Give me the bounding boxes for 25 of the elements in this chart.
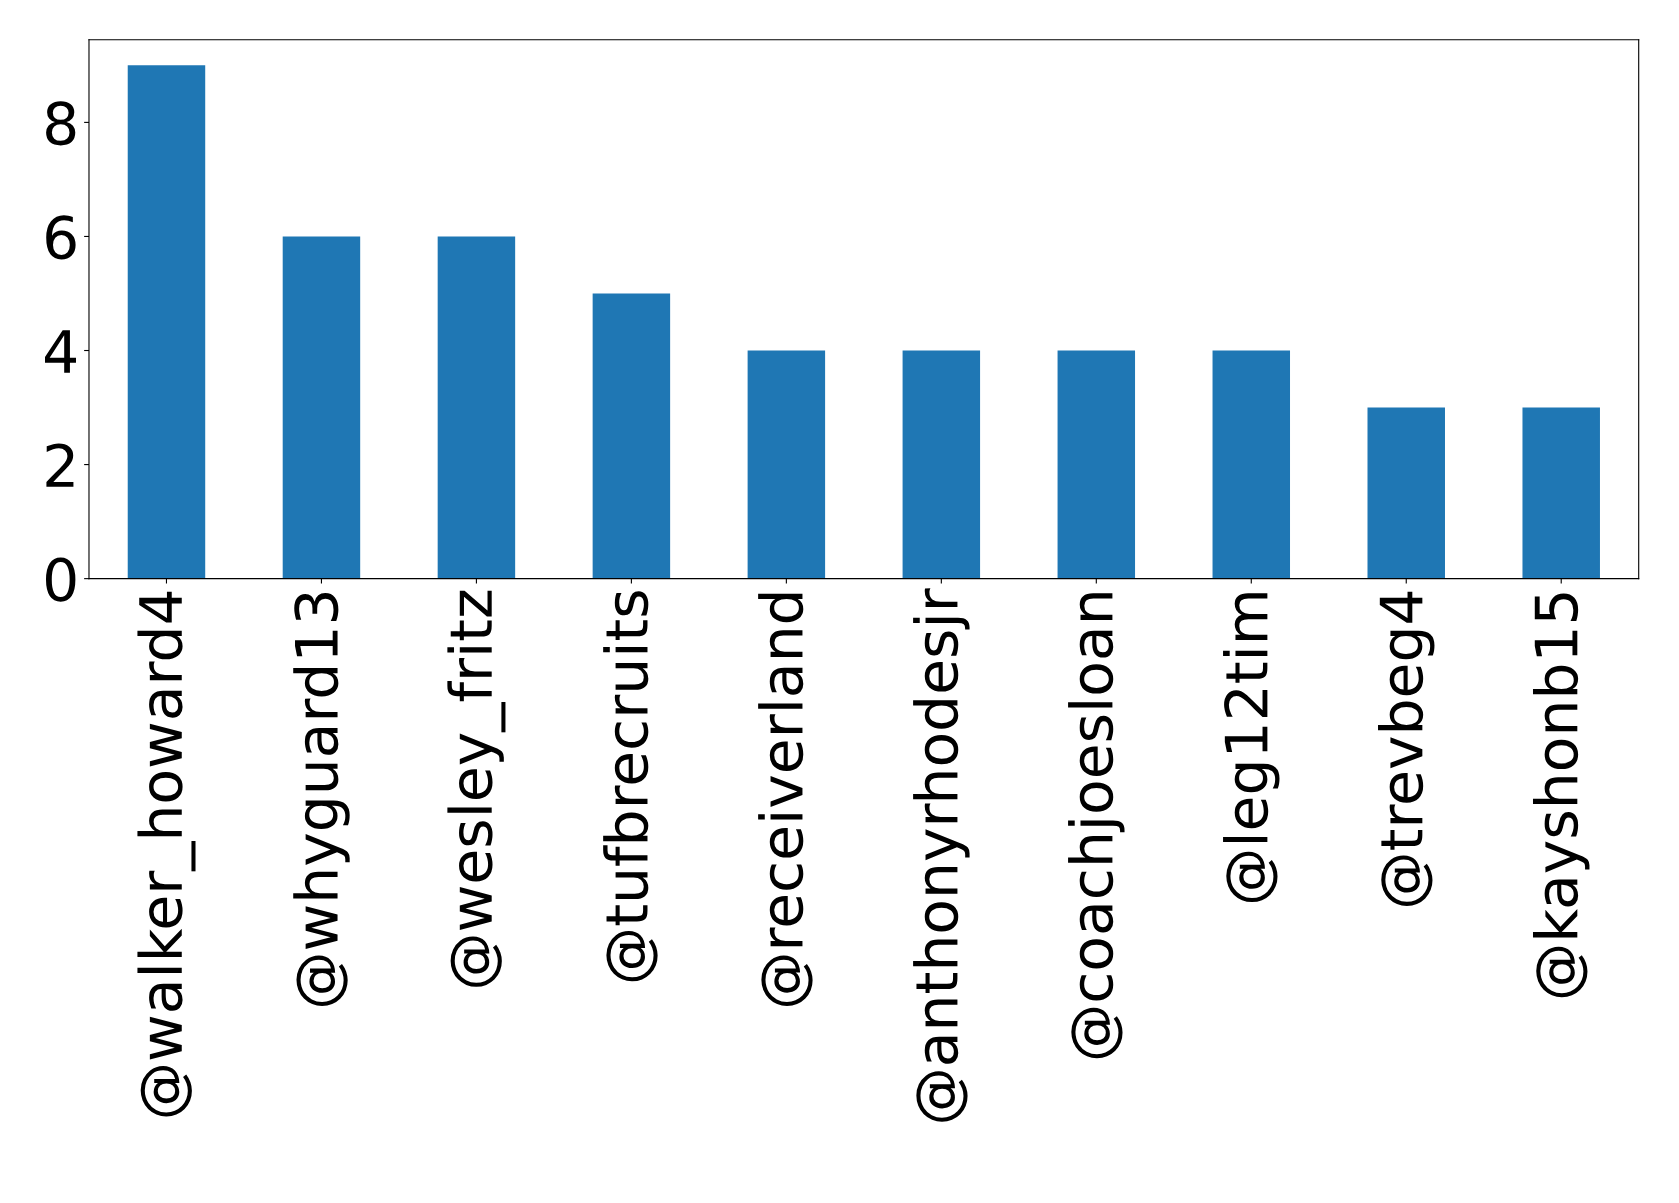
- x-tick-label: @anthonyrhodesjr: [913, 588, 970, 1122]
- x-tick-label: @coachjoesloan: [1068, 593, 1125, 1059]
- y-tick-label: 6: [46, 215, 76, 260]
- y-tick-label: 8: [46, 101, 76, 146]
- bar: [1057, 350, 1136, 579]
- x-tick-label: @wesley_fritz: [447, 590, 506, 987]
- y-tick-label: 2: [46, 443, 74, 487]
- bar: [282, 236, 361, 579]
- bar: [1522, 407, 1600, 579]
- x-tick-label: @leg12tim: [1223, 593, 1280, 903]
- bar: [127, 65, 206, 579]
- y-tick-label: 0: [46, 557, 76, 602]
- bar: [1212, 350, 1291, 579]
- x-tick-label: @kayshonb15: [1532, 593, 1590, 998]
- x-tick-label: @trevbeg4: [1378, 591, 1435, 906]
- bar: [1367, 407, 1445, 579]
- x-tick-label: @receiverland: [758, 593, 813, 1006]
- x-tick-label: @whyguard13: [293, 593, 350, 1007]
- x-tick-label: @tufbrecruits: [603, 591, 658, 982]
- bar: [747, 350, 826, 579]
- x-tick-label: @walker_howard4: [137, 591, 196, 1117]
- bar: [902, 350, 981, 579]
- y-tick-label: 4: [45, 330, 76, 373]
- bar: [437, 236, 516, 579]
- bar: [592, 293, 671, 579]
